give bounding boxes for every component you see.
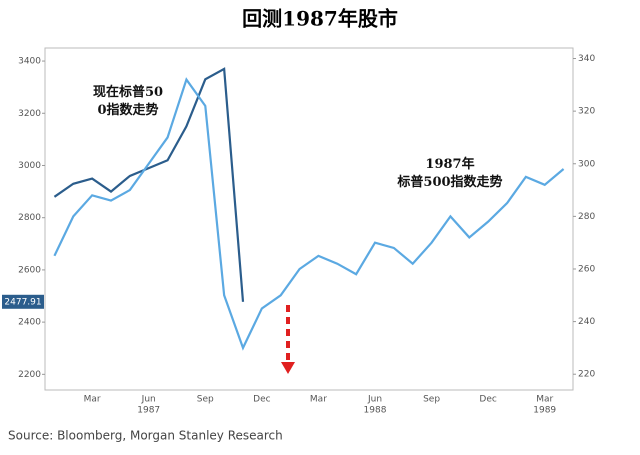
- y2-tick-label: 300: [578, 159, 595, 169]
- last-value-label: 2477.91: [4, 297, 41, 307]
- x-year-label: 1987: [137, 406, 160, 416]
- x-tick-label: Jun: [141, 395, 156, 405]
- y2-tick-label: 220: [578, 370, 595, 380]
- series-annotation: 现在标普50 0指数走势: [93, 84, 163, 118]
- y2-tick-label: 260: [578, 264, 595, 274]
- y-tick-label: 3200: [18, 109, 41, 119]
- series-annotation: 1987年标普500指数走势: [396, 156, 502, 190]
- series-line: [53, 67, 245, 302]
- x-tick-label: Mar: [84, 395, 101, 405]
- y-tick-label: 2400: [18, 318, 41, 328]
- y-tick-label: 2600: [18, 265, 41, 275]
- x-tick-label: Sep: [423, 395, 440, 405]
- last-value-box: [2, 294, 44, 309]
- chart-title: 回测1987年股市: [242, 7, 398, 31]
- y2-tick-label: 280: [578, 212, 595, 222]
- y-tick-label: 2200: [18, 370, 41, 380]
- y2-tick-label: 340: [578, 54, 595, 64]
- series-line: [53, 77, 565, 351]
- x-tick-label: Dec: [479, 395, 496, 405]
- crash-arrow: [281, 305, 295, 374]
- x-year-label: 1988: [364, 406, 387, 416]
- y-tick-label: 3000: [18, 161, 41, 171]
- x-tick-label: Dec: [253, 395, 270, 405]
- y2-tick-label: 240: [578, 317, 595, 327]
- x-tick-label: Mar: [536, 395, 553, 405]
- y2-tick-label: 320: [578, 107, 595, 117]
- x-year-label: 1989: [533, 406, 556, 416]
- x-tick-label: Sep: [197, 395, 214, 405]
- x-tick-label: Jun: [367, 395, 382, 405]
- plot-frame: [44, 47, 574, 391]
- y-tick-label: 3400: [18, 57, 41, 67]
- x-tick-label: Mar: [310, 395, 327, 405]
- y-tick-label: 2800: [18, 213, 41, 223]
- source: Source: Bloomberg, Morgan Stanley Resear…: [8, 429, 283, 443]
